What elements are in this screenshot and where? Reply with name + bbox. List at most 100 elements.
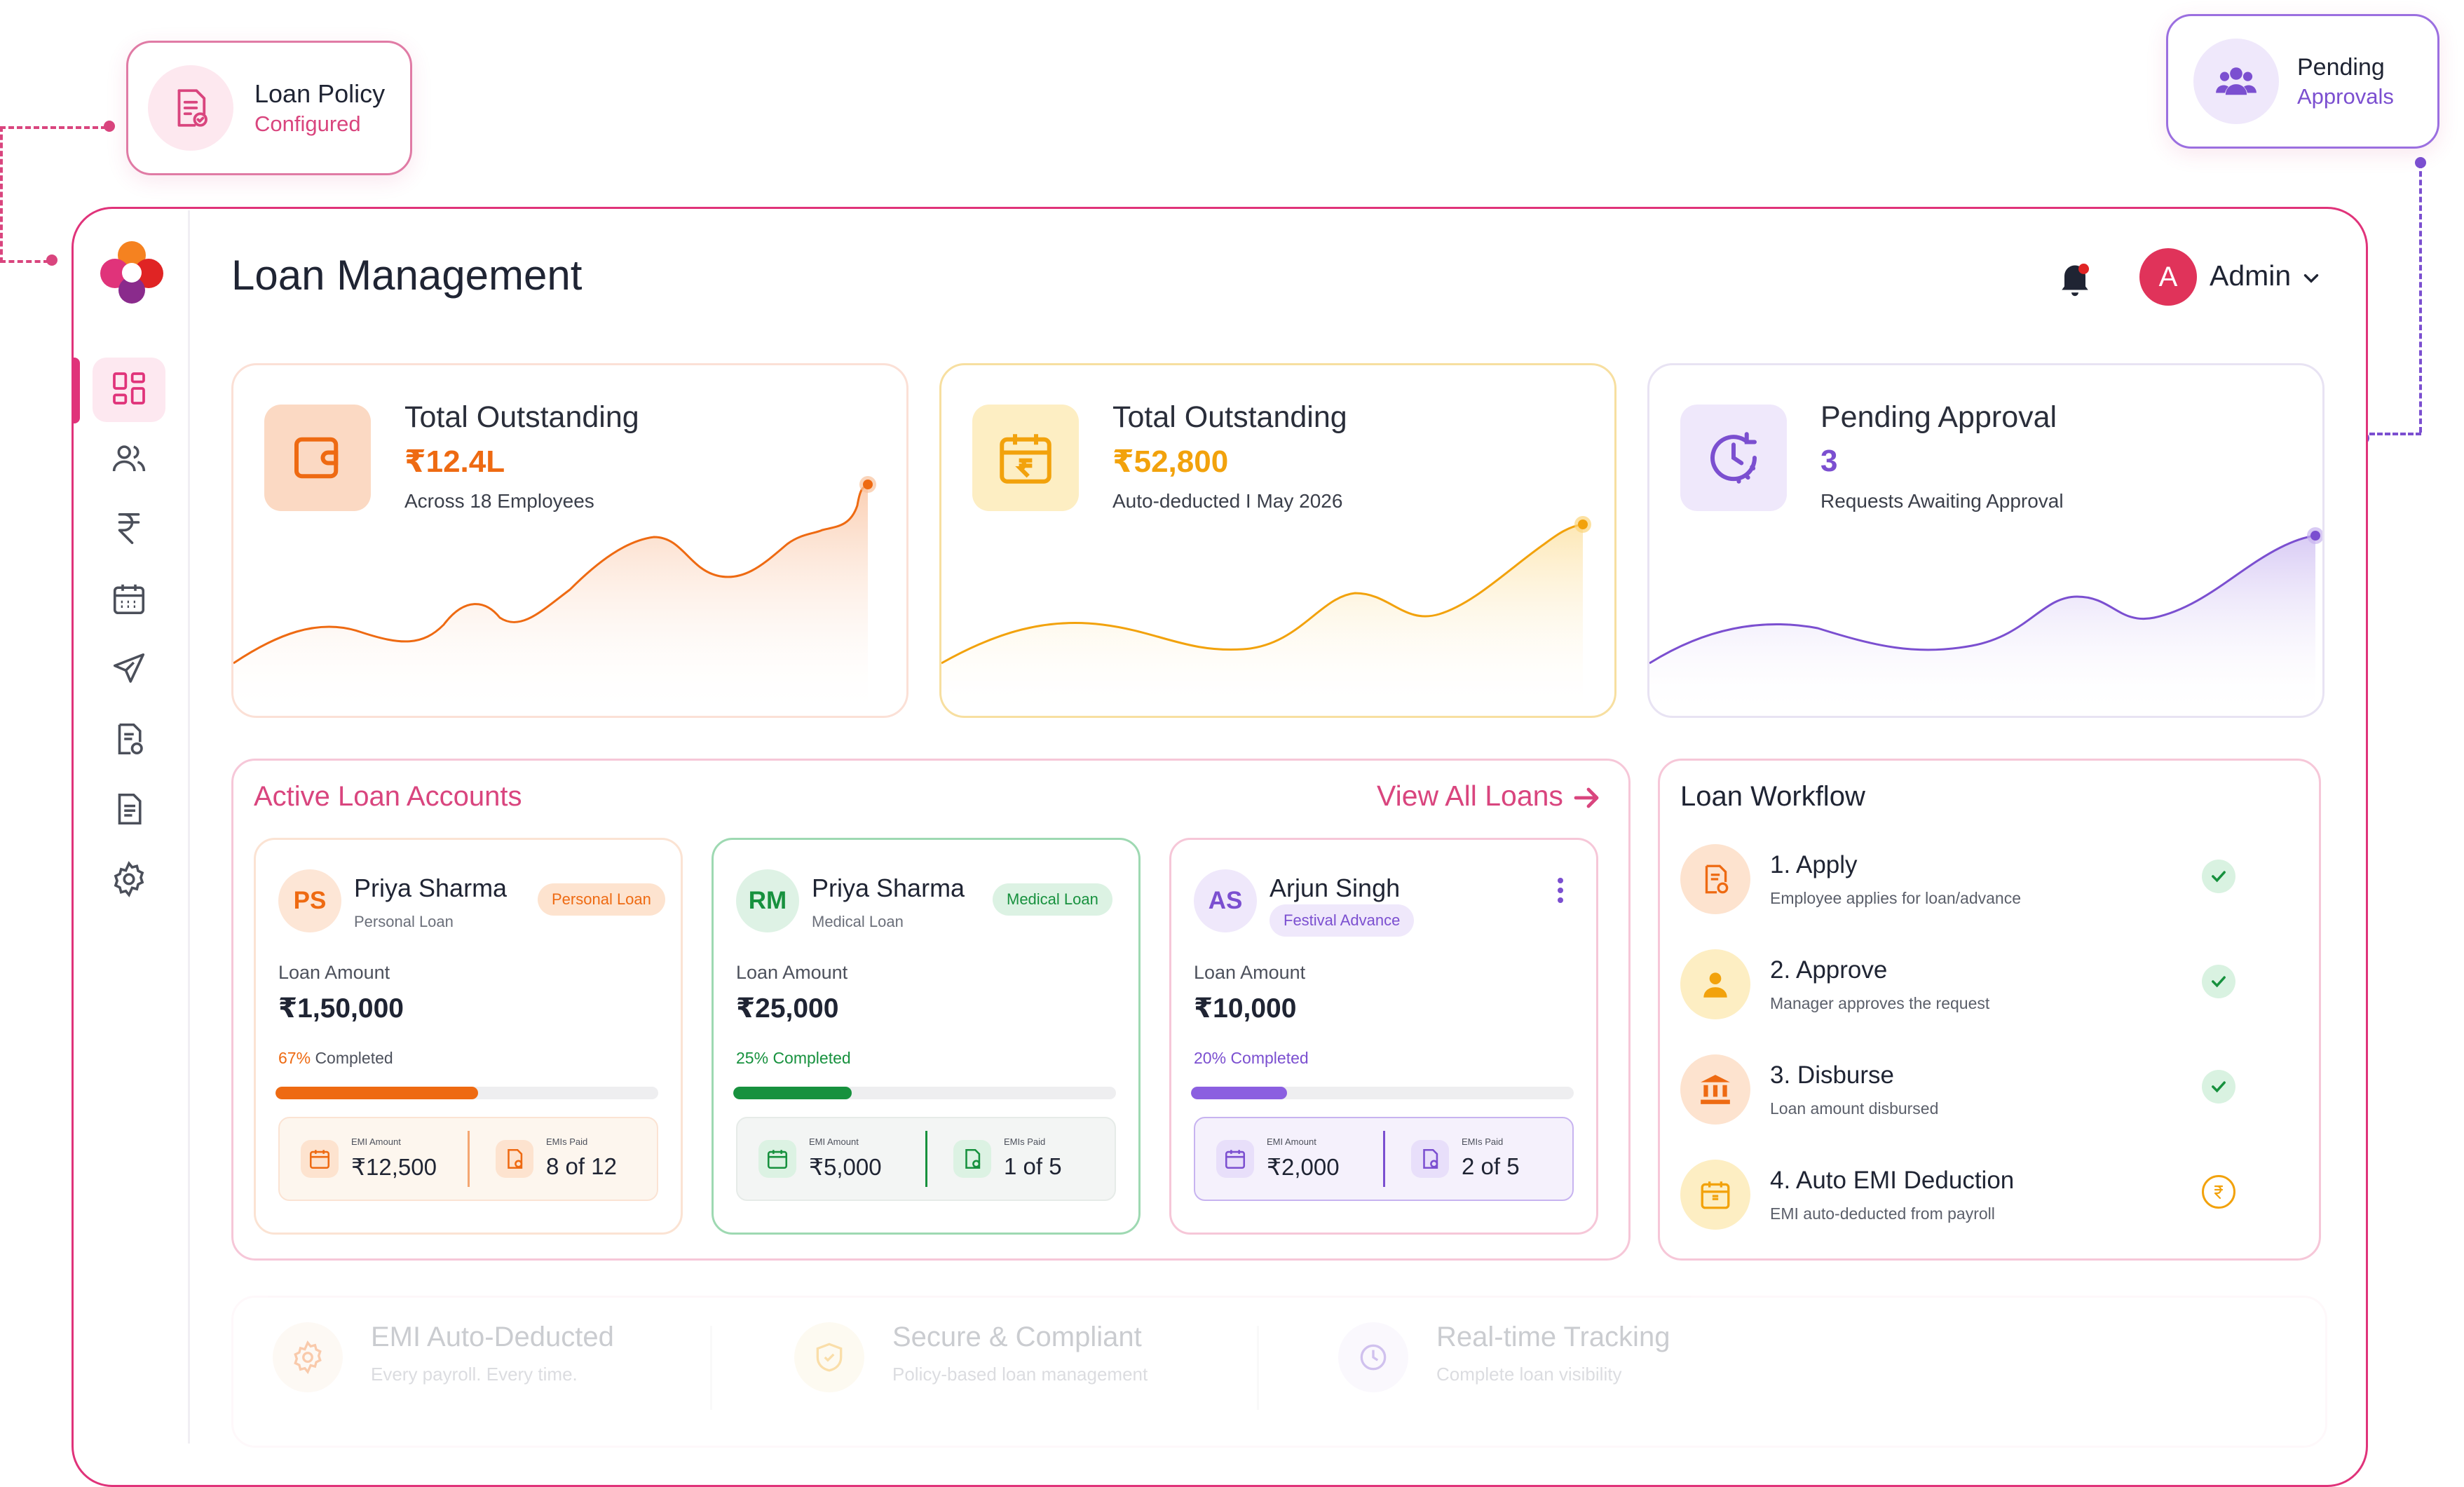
progress-fill: [733, 1087, 852, 1099]
connector-line: [0, 126, 107, 129]
wallet-icon: [264, 405, 371, 511]
calendar-rupee-icon: [972, 405, 1079, 511]
users-icon: [110, 440, 148, 481]
stat-title: Pending Approval: [1820, 400, 2057, 434]
loan-amount: ₹1,50,000: [278, 993, 404, 1024]
connector-dot: [46, 254, 57, 266]
section-title: Active Loan Accounts: [254, 781, 522, 812]
arrow-right-icon[interactable]: [1570, 781, 1604, 818]
step-title: 4. Auto EMI Deduction: [1770, 1167, 2015, 1194]
sparkline-chart: [233, 476, 876, 716]
loan-amount: ₹25,000: [736, 993, 839, 1024]
borrower-name: Priya Sharma: [812, 874, 965, 902]
step-title: 2. Approve: [1770, 956, 1888, 984]
stat-title: Total Outstanding: [1112, 400, 1347, 434]
feature-subtitle: Every payroll. Every time.: [371, 1364, 578, 1385]
calendar-rupee-icon: [1680, 1160, 1750, 1230]
sidebar-item-settings[interactable]: [93, 848, 165, 913]
receipt-icon: [496, 1140, 533, 1178]
clock-icon: [1680, 405, 1787, 511]
divider: [710, 1326, 712, 1410]
step-description: EMI auto-deducted from payroll: [1770, 1204, 1995, 1223]
active-indicator: [72, 358, 80, 423]
callout-status: Approvals: [2297, 83, 2394, 109]
progress-text: 20% Completed: [1194, 1049, 1309, 1067]
sidebar-item-calendar[interactable]: [93, 568, 165, 632]
connector-line: [0, 260, 49, 263]
progress-text: 25% Completed: [736, 1049, 851, 1067]
progress-fill: [275, 1087, 479, 1099]
emi-amount-label: EMI Amount: [1267, 1136, 1316, 1147]
check-icon: [2202, 1070, 2235, 1104]
user-menu-name[interactable]: Admin: [2210, 259, 2292, 292]
sidebar-item-dashboard[interactable]: [93, 358, 165, 422]
workflow-step: 2. Approve Manager approves the request: [1680, 949, 2255, 1033]
more-options-icon[interactable]: [1556, 876, 1565, 908]
stat-card-monthly-deduction: Total Outstanding ₹52,800 Auto-deducted …: [939, 363, 1616, 718]
loan-type: Personal Loan: [354, 913, 454, 930]
loan-card[interactable]: RM Priya Sharma Medical Loan Medical Loa…: [712, 838, 1141, 1235]
sidebar-item-policies[interactable]: [93, 708, 165, 773]
notification-bell-icon[interactable]: [2054, 257, 2096, 299]
loan-badge: Personal Loan: [538, 883, 665, 916]
borrower-name: Priya Sharma: [354, 874, 508, 902]
sidebar-item-travel[interactable]: [93, 638, 165, 702]
feature-title: EMI Auto-Deducted: [371, 1322, 614, 1352]
bank-icon: [1680, 1054, 1750, 1125]
step-title: 3. Disburse: [1770, 1061, 1895, 1089]
step-description: Loan amount disbursed: [1770, 1099, 1939, 1118]
sidebar-item-employees[interactable]: [93, 428, 165, 492]
emi-amount: ₹12,500: [351, 1154, 437, 1180]
loan-amount-label: Loan Amount: [736, 962, 848, 983]
connector-line: [2369, 433, 2421, 435]
users-group-icon: [2193, 39, 2279, 124]
borrower-name: Arjun Singh: [1270, 874, 1401, 902]
loan-badge: Festival Advance: [1270, 904, 1415, 937]
sidebar-item-documents[interactable]: [93, 778, 165, 843]
calendar-rupee-icon: [301, 1140, 339, 1178]
stat-value: ₹12.4L: [404, 444, 505, 479]
emis-paid-label: EMIs Paid: [546, 1136, 588, 1147]
callout-title: Pending: [2297, 53, 2385, 81]
divider: [925, 1131, 927, 1187]
emis-paid-label: EMIs Paid: [1004, 1136, 1046, 1147]
calendar-rupee-icon: [1216, 1140, 1254, 1178]
avatar: PS: [278, 869, 341, 932]
sidebar-item-payroll[interactable]: [93, 498, 165, 562]
features-strip: EMI Auto-Deducted Every payroll. Every t…: [231, 1296, 2327, 1448]
stat-subtitle: Across 18 Employees: [404, 490, 594, 512]
step-description: Manager approves the request: [1770, 994, 1990, 1012]
avatar: RM: [736, 869, 799, 932]
gear-icon: [110, 860, 148, 902]
progress-bar: [733, 1087, 1116, 1099]
step-title: 1. Apply: [1770, 851, 1858, 878]
shield-icon: [794, 1322, 864, 1392]
loan-badge: Medical Loan: [993, 883, 1112, 916]
connector-dot: [104, 121, 115, 132]
app-logo: [100, 240, 164, 304]
section-title: Loan Workflow: [1680, 781, 1865, 812]
loan-amount-label: Loan Amount: [278, 962, 390, 983]
stat-title: Total Outstanding: [404, 400, 639, 434]
stat-value: ₹52,800: [1112, 444, 1229, 479]
loan-card[interactable]: AS Arjun Singh Festival Advance Loan Amo…: [1169, 838, 1598, 1235]
feature-title: Secure & Compliant: [892, 1322, 1142, 1352]
view-all-loans-link[interactable]: View All Loans: [1377, 780, 1563, 812]
sparkline-chart: [941, 516, 1591, 716]
dashboard-icon: [109, 369, 149, 412]
apply-document-icon: [1680, 844, 1750, 914]
emi-amount: ₹5,000: [809, 1154, 882, 1180]
loan-policy-callout: Loan Policy Configured: [126, 41, 412, 175]
workflow-step: 3. Disburse Loan amount disbursed: [1680, 1054, 2255, 1139]
emis-paid: 1 of 5: [1004, 1153, 1062, 1179]
loan-amount-label: Loan Amount: [1194, 962, 1306, 983]
emis-paid: 2 of 5: [1462, 1153, 1520, 1179]
avatar[interactable]: A: [2139, 248, 2197, 306]
stat-subtitle: Auto-deducted I May 2026: [1112, 490, 1343, 512]
step-description: Employee applies for loan/advance: [1770, 889, 2022, 907]
loan-card[interactable]: PS Priya Sharma Personal Loan Personal L…: [254, 838, 683, 1235]
chevron-down-icon[interactable]: [2299, 266, 2323, 294]
pending-rupee-icon: [2202, 1175, 2235, 1209]
progress-bar: [275, 1087, 658, 1099]
check-icon: [2202, 860, 2235, 893]
